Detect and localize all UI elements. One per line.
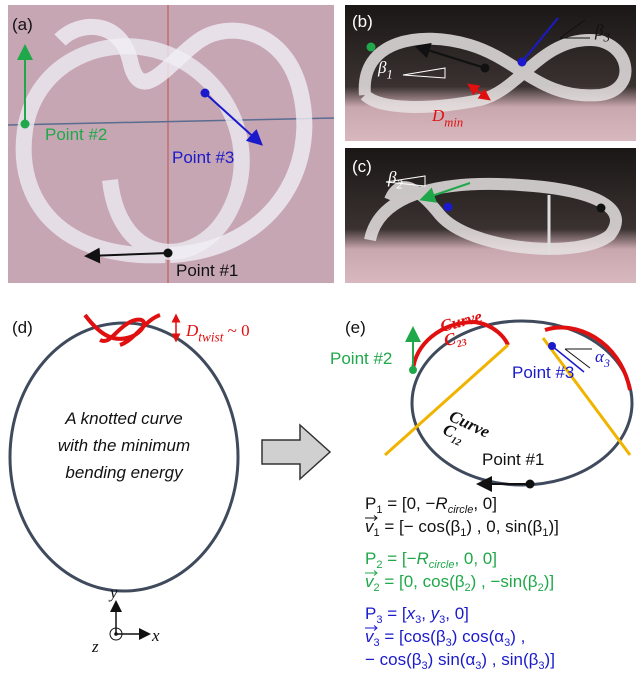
text-part: = [0, − <box>382 494 435 513</box>
equation-line: − cos(β3) sin(α3) , sin(β3)] <box>365 650 555 672</box>
text-part: , <box>421 604 430 623</box>
text-part: , 0, 0] <box>454 549 497 568</box>
text-part: 3 <box>603 356 610 370</box>
figure: (a) Point #2 Point #3 Point #1 (b) β3 β1… <box>0 0 641 677</box>
distance-label: Dtwist ~ 0 <box>185 321 250 345</box>
text-part: 2 <box>396 177 403 191</box>
panel-label: (c) <box>352 157 372 176</box>
text-part: D <box>431 106 445 125</box>
text-part: , 0] <box>445 604 469 623</box>
equation-line: v2 = [0, cos(β2) , −sin(β2)] <box>365 572 554 594</box>
axis-label: y <box>108 583 118 602</box>
text-part: ) , −sin(β <box>471 572 538 591</box>
equation-line: v3 = [cos(β3) cos(α3) , <box>365 627 525 649</box>
point-label: Point #2 <box>45 125 107 144</box>
equation-line: P2 = [−Rcircle, 0, 0] <box>365 549 497 571</box>
panel-label: (e) <box>345 318 366 337</box>
text-part: 1 <box>386 67 392 81</box>
equations: P1 = [0, −Rcircle, 0]v1 = [− cos(β1) , 0… <box>365 494 559 672</box>
text-part: ) , 0, sin(β <box>466 517 542 536</box>
text-part: R <box>417 549 429 568</box>
text-part: ) cos(α <box>452 627 505 646</box>
panel-label: (d) <box>12 318 33 337</box>
text-part: = [ <box>382 604 406 623</box>
text-part: R <box>435 494 447 513</box>
text-part: = [cos(β <box>380 627 446 646</box>
curve-label: CurveC23 <box>438 306 489 353</box>
equation-line: P1 = [0, −Rcircle, 0] <box>365 494 497 516</box>
point-label: Point #1 <box>482 450 544 469</box>
text-part: circle <box>448 504 474 516</box>
axis-label: z <box>91 637 99 656</box>
text-part: = [− cos(β <box>380 517 461 536</box>
photo-a <box>8 5 334 283</box>
panel-label: (b) <box>352 12 373 31</box>
point-label: Point #3 <box>172 148 234 167</box>
text-part: , 0] <box>473 494 497 513</box>
text-part: = [0, cos(β <box>380 572 465 591</box>
text-part: ) , sin(β <box>481 650 538 669</box>
text-part: )] <box>544 572 554 591</box>
page: (a) Point #2 Point #3 Point #1 (b) β3 β1… <box>0 0 641 677</box>
point-label: Point #3 <box>512 363 574 382</box>
text-part: circle <box>429 559 455 571</box>
text-part: )] <box>545 650 555 669</box>
text-part: = [− <box>382 549 416 568</box>
text-part: twist <box>198 330 223 345</box>
panel-label: (a) <box>12 15 33 34</box>
text-part: P <box>365 494 376 513</box>
text-part: P <box>365 604 376 623</box>
caption: A knotted curve <box>64 409 183 428</box>
text-part: x <box>406 604 416 623</box>
point-label: Point #1 <box>176 261 238 280</box>
text-part: )] <box>548 517 558 536</box>
caption: with the minimum <box>58 436 190 455</box>
point-label: Point #2 <box>330 349 392 368</box>
text-part: − cos(β <box>365 650 422 669</box>
text-part: ) , <box>510 627 525 646</box>
text-part: 3 <box>602 30 609 44</box>
text-part: ) sin(α <box>428 650 476 669</box>
caption: bending energy <box>65 463 184 482</box>
text-part: P <box>365 549 376 568</box>
axis-label: x <box>151 626 160 645</box>
text-part: ~ 0 <box>223 321 249 340</box>
equation-line: P3 = [x3, y3, 0] <box>365 604 469 626</box>
text-part: D <box>185 321 199 340</box>
text-part: 23 <box>455 337 468 350</box>
equation-line: v1 = [− cos(β1) , 0, sin(β1)] <box>365 517 559 539</box>
text-part: min <box>444 115 463 129</box>
